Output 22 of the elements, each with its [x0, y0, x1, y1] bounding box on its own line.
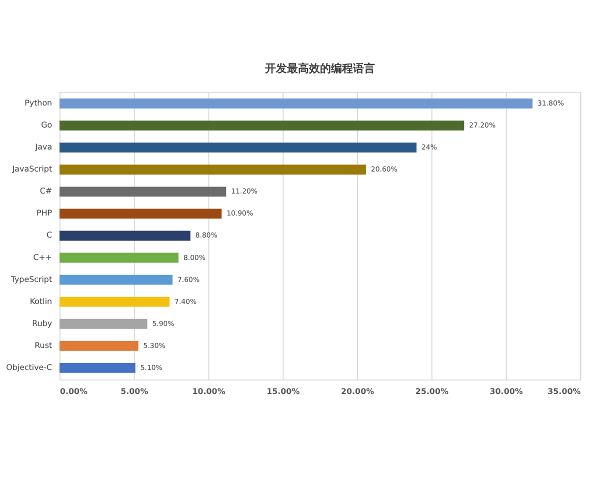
y-tick-label: PHP — [36, 208, 52, 218]
x-tick-label: 20.00% — [341, 386, 374, 396]
x-tick-label: 10.00% — [192, 386, 226, 396]
x-tick-label: 5.00% — [120, 386, 148, 396]
x-tick-label: 15.00% — [266, 386, 300, 396]
chart-title: 开发最高效的编程语言 — [264, 62, 375, 76]
y-tick-label: JavaScript — [11, 164, 52, 174]
y-tick-label: C++ — [33, 252, 52, 262]
y-tick-label: TypeScript — [10, 274, 52, 284]
y-tick-label: Rust — [34, 340, 52, 350]
y-tick-label: Objective-C — [6, 362, 53, 372]
x-tick-label: 30.00% — [490, 386, 523, 396]
y-tick-label: Go — [41, 120, 52, 130]
y-tick-label: Kotlin — [30, 296, 52, 306]
x-tick-label: 0.00% — [60, 386, 88, 396]
y-tick-label: Java — [34, 142, 52, 152]
y-tick-label: Ruby — [32, 318, 52, 328]
x-tick-label: 35.00% — [548, 386, 581, 396]
y-tick-label: C# — [40, 186, 52, 196]
y-tick-label: C — [46, 230, 53, 240]
y-tick-label: Python — [24, 98, 52, 108]
x-tick-label: 25.00% — [415, 386, 448, 396]
